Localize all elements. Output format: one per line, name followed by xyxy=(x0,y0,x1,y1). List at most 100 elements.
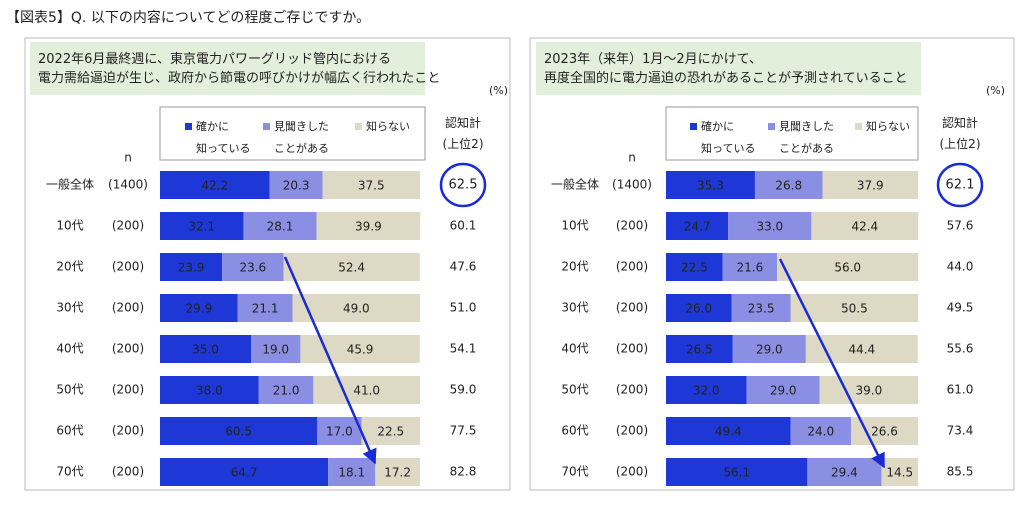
value-label: 39.9 xyxy=(355,220,382,234)
value-label: 52.4 xyxy=(338,261,365,275)
highlight-circle xyxy=(936,162,984,208)
total-label: 85.5 xyxy=(947,465,974,479)
title-box xyxy=(536,42,921,95)
bar-segment xyxy=(222,253,284,281)
value-label: 35.0 xyxy=(192,343,219,357)
value-label: 24.7 xyxy=(684,220,711,234)
legend-label: 確かに知っている xyxy=(701,119,755,155)
value-label: 32.1 xyxy=(188,220,215,234)
n-label: (200) xyxy=(616,342,648,356)
value-label: 18.1 xyxy=(338,466,365,480)
category-label: 60代 xyxy=(561,424,588,438)
category-label: 20代 xyxy=(561,260,588,274)
bar-segment xyxy=(666,458,808,486)
bar-segment xyxy=(666,335,733,363)
value-label: 41.0 xyxy=(353,384,380,398)
bar-segment xyxy=(160,376,259,404)
legend-label: 知らない xyxy=(866,119,910,133)
n-label: (200) xyxy=(616,383,648,397)
value-label: 21.1 xyxy=(252,302,279,316)
value-label: 14.5 xyxy=(886,466,913,480)
n-label: (200) xyxy=(112,424,144,438)
bar-segment xyxy=(722,253,778,281)
value-label: 49.0 xyxy=(343,302,370,316)
legend-label: 確かに知っている xyxy=(196,119,250,155)
bar-segment xyxy=(361,417,420,445)
value-label: 29.4 xyxy=(831,466,858,480)
n-label: (200) xyxy=(616,260,648,274)
total-label: 59.0 xyxy=(450,383,477,397)
unit-label: (%) xyxy=(489,84,508,97)
category-label: 50代 xyxy=(56,383,83,397)
legend-swatch xyxy=(768,123,775,130)
n-label: (200) xyxy=(112,465,144,479)
bar-segment xyxy=(243,212,317,240)
arrow xyxy=(778,258,886,469)
bar-segment xyxy=(269,171,323,199)
value-label: 22.5 xyxy=(681,261,708,275)
value-label: 26.6 xyxy=(871,425,898,439)
bar-segment xyxy=(666,294,732,322)
value-label: 39.0 xyxy=(856,384,883,398)
total-label: 62.5 xyxy=(449,178,478,193)
title-box xyxy=(30,42,425,95)
n-label: (200) xyxy=(616,424,648,438)
value-label: 21.6 xyxy=(737,261,764,275)
n-label: (200) xyxy=(112,219,144,233)
value-label: 38.0 xyxy=(196,384,223,398)
n-label: (200) xyxy=(112,301,144,315)
legend-swatch xyxy=(690,123,697,130)
value-label: 64.7 xyxy=(231,466,258,480)
n-label: (200) xyxy=(112,260,144,274)
value-label: 28.1 xyxy=(267,220,294,234)
bar-segment xyxy=(777,253,919,281)
legend-label: 見聞きしたことがある xyxy=(779,120,834,155)
total-label: 44.0 xyxy=(947,260,974,274)
n-label: (200) xyxy=(616,465,648,479)
bar-segment xyxy=(160,335,251,363)
bar-segment xyxy=(322,171,420,199)
total-label: 55.6 xyxy=(947,342,974,356)
legend-swatch xyxy=(855,123,862,130)
legend-box xyxy=(159,106,426,161)
value-label: 29.0 xyxy=(770,384,797,398)
value-label: 49.4 xyxy=(715,425,742,439)
value-label: 23.9 xyxy=(178,261,205,275)
category-label: 10代 xyxy=(56,219,83,233)
n-label: (1400) xyxy=(612,178,652,192)
bar-segment xyxy=(160,417,318,445)
legend-box xyxy=(665,106,919,161)
value-label: 20.3 xyxy=(283,179,310,193)
bar-segment xyxy=(160,253,223,281)
value-label: 24.0 xyxy=(807,425,834,439)
bar-segment xyxy=(160,212,244,240)
arrow xyxy=(283,256,377,465)
bar-segment xyxy=(317,417,362,445)
bar-segment xyxy=(258,376,314,404)
n-label: (200) xyxy=(112,342,144,356)
legend-label: 知らない xyxy=(366,119,410,133)
bar-segment xyxy=(666,417,791,445)
value-label: 35.3 xyxy=(697,179,724,193)
value-label: 26.0 xyxy=(685,302,712,316)
category-label: 30代 xyxy=(56,301,83,315)
legend-swatch xyxy=(355,123,362,130)
total-header: 認知計(上位2) xyxy=(940,115,981,151)
value-label: 42.2 xyxy=(202,179,229,193)
bar-segment xyxy=(160,458,329,486)
bar-segment xyxy=(790,417,851,445)
category-label: 一般全体 xyxy=(46,177,94,192)
chart-title: 2022年6月最終週に、東京電力パワーグリッド管内における電力需給逼迫が生じ、政… xyxy=(38,51,440,86)
panel-frame xyxy=(24,37,511,491)
bar-segment xyxy=(746,376,820,404)
bar-segment xyxy=(666,376,747,404)
page-title: 【図表5】Q. 以下の内容についてどの程度ご存じですか。 xyxy=(6,9,370,26)
value-label: 21.0 xyxy=(273,384,300,398)
total-label: 49.5 xyxy=(947,301,974,315)
n-header: n xyxy=(124,151,132,165)
value-label: 50.5 xyxy=(841,302,868,316)
total-header: 認知計(上位2) xyxy=(443,115,484,151)
bar-segment xyxy=(754,171,823,199)
value-label: 17.2 xyxy=(384,466,411,480)
bar-segment xyxy=(790,294,918,322)
